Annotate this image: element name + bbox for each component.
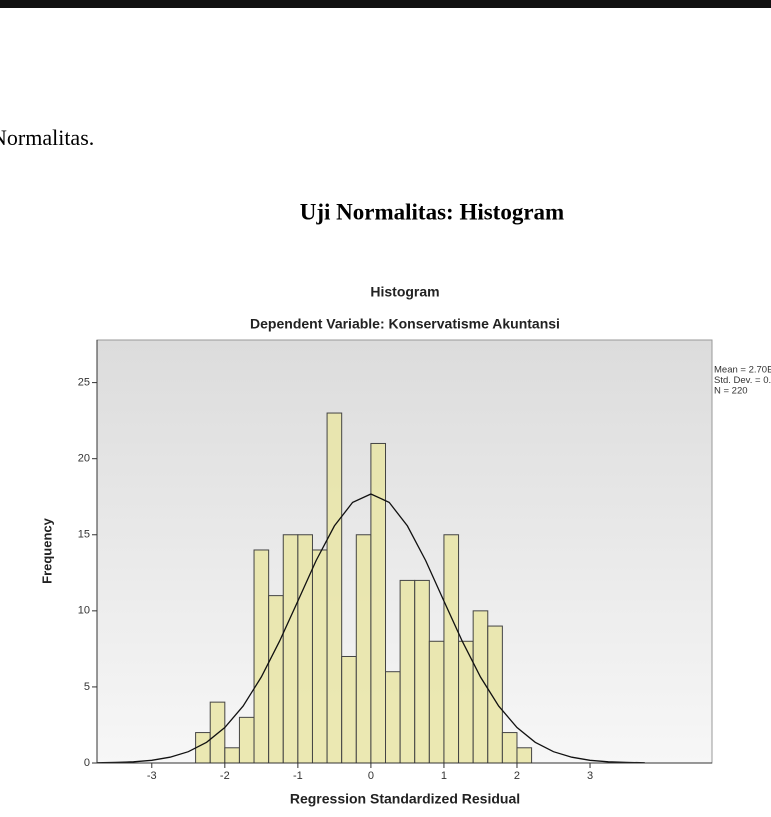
bar — [311, 549, 328, 764]
x-tick-label: -3 — [147, 770, 157, 782]
bar — [209, 701, 226, 764]
y-tick-label: 0 — [84, 757, 90, 769]
bar — [443, 534, 460, 764]
x-tick-label: 3 — [587, 770, 593, 782]
bar — [238, 716, 255, 764]
bar — [195, 732, 211, 764]
heading: Uji Normalitas: Histogram — [300, 199, 564, 224]
y-tick-label: 20 — [78, 453, 90, 465]
bar — [385, 671, 401, 764]
bar — [428, 640, 445, 764]
bar — [472, 610, 489, 764]
y-tick-label: 25 — [78, 377, 90, 389]
chart-subtitle: Dependent Variable: Konservatisme Akunta… — [250, 316, 560, 332]
bar — [414, 579, 430, 764]
body-text: Normalitas. — [0, 125, 94, 150]
bar — [399, 579, 416, 764]
stats-label: N = 220 — [714, 386, 748, 397]
stats-label: Std. Dev. = 0.993 — [714, 375, 771, 386]
bar — [341, 655, 357, 764]
bar — [501, 732, 518, 764]
y-axis-label: Frequency — [39, 517, 54, 584]
chart-title: Histogram — [370, 284, 439, 300]
bar — [355, 534, 372, 764]
bar — [516, 747, 533, 764]
x-tick-label: -1 — [293, 770, 303, 782]
x-tick-label: 2 — [514, 770, 520, 782]
bar — [487, 625, 503, 764]
y-tick-label: 10 — [78, 605, 90, 617]
x-tick-label: 1 — [441, 770, 447, 782]
bar — [326, 412, 343, 764]
bar — [297, 534, 313, 764]
stats-label: Mean = 2.70E-15 — [714, 365, 771, 376]
x-axis-label: Regression Standardized Residual — [290, 791, 520, 807]
x-tick-label: -2 — [220, 770, 230, 782]
y-tick-label: 5 — [84, 681, 90, 693]
x-tick-label: 0 — [368, 770, 374, 782]
bar — [224, 747, 240, 764]
bar — [268, 595, 284, 764]
bar — [253, 549, 270, 764]
table-border — [0, 0, 771, 8]
normal-curve — [96, 493, 645, 764]
bar — [370, 442, 387, 764]
y-tick-label: 15 — [78, 529, 90, 541]
bar — [282, 534, 299, 764]
